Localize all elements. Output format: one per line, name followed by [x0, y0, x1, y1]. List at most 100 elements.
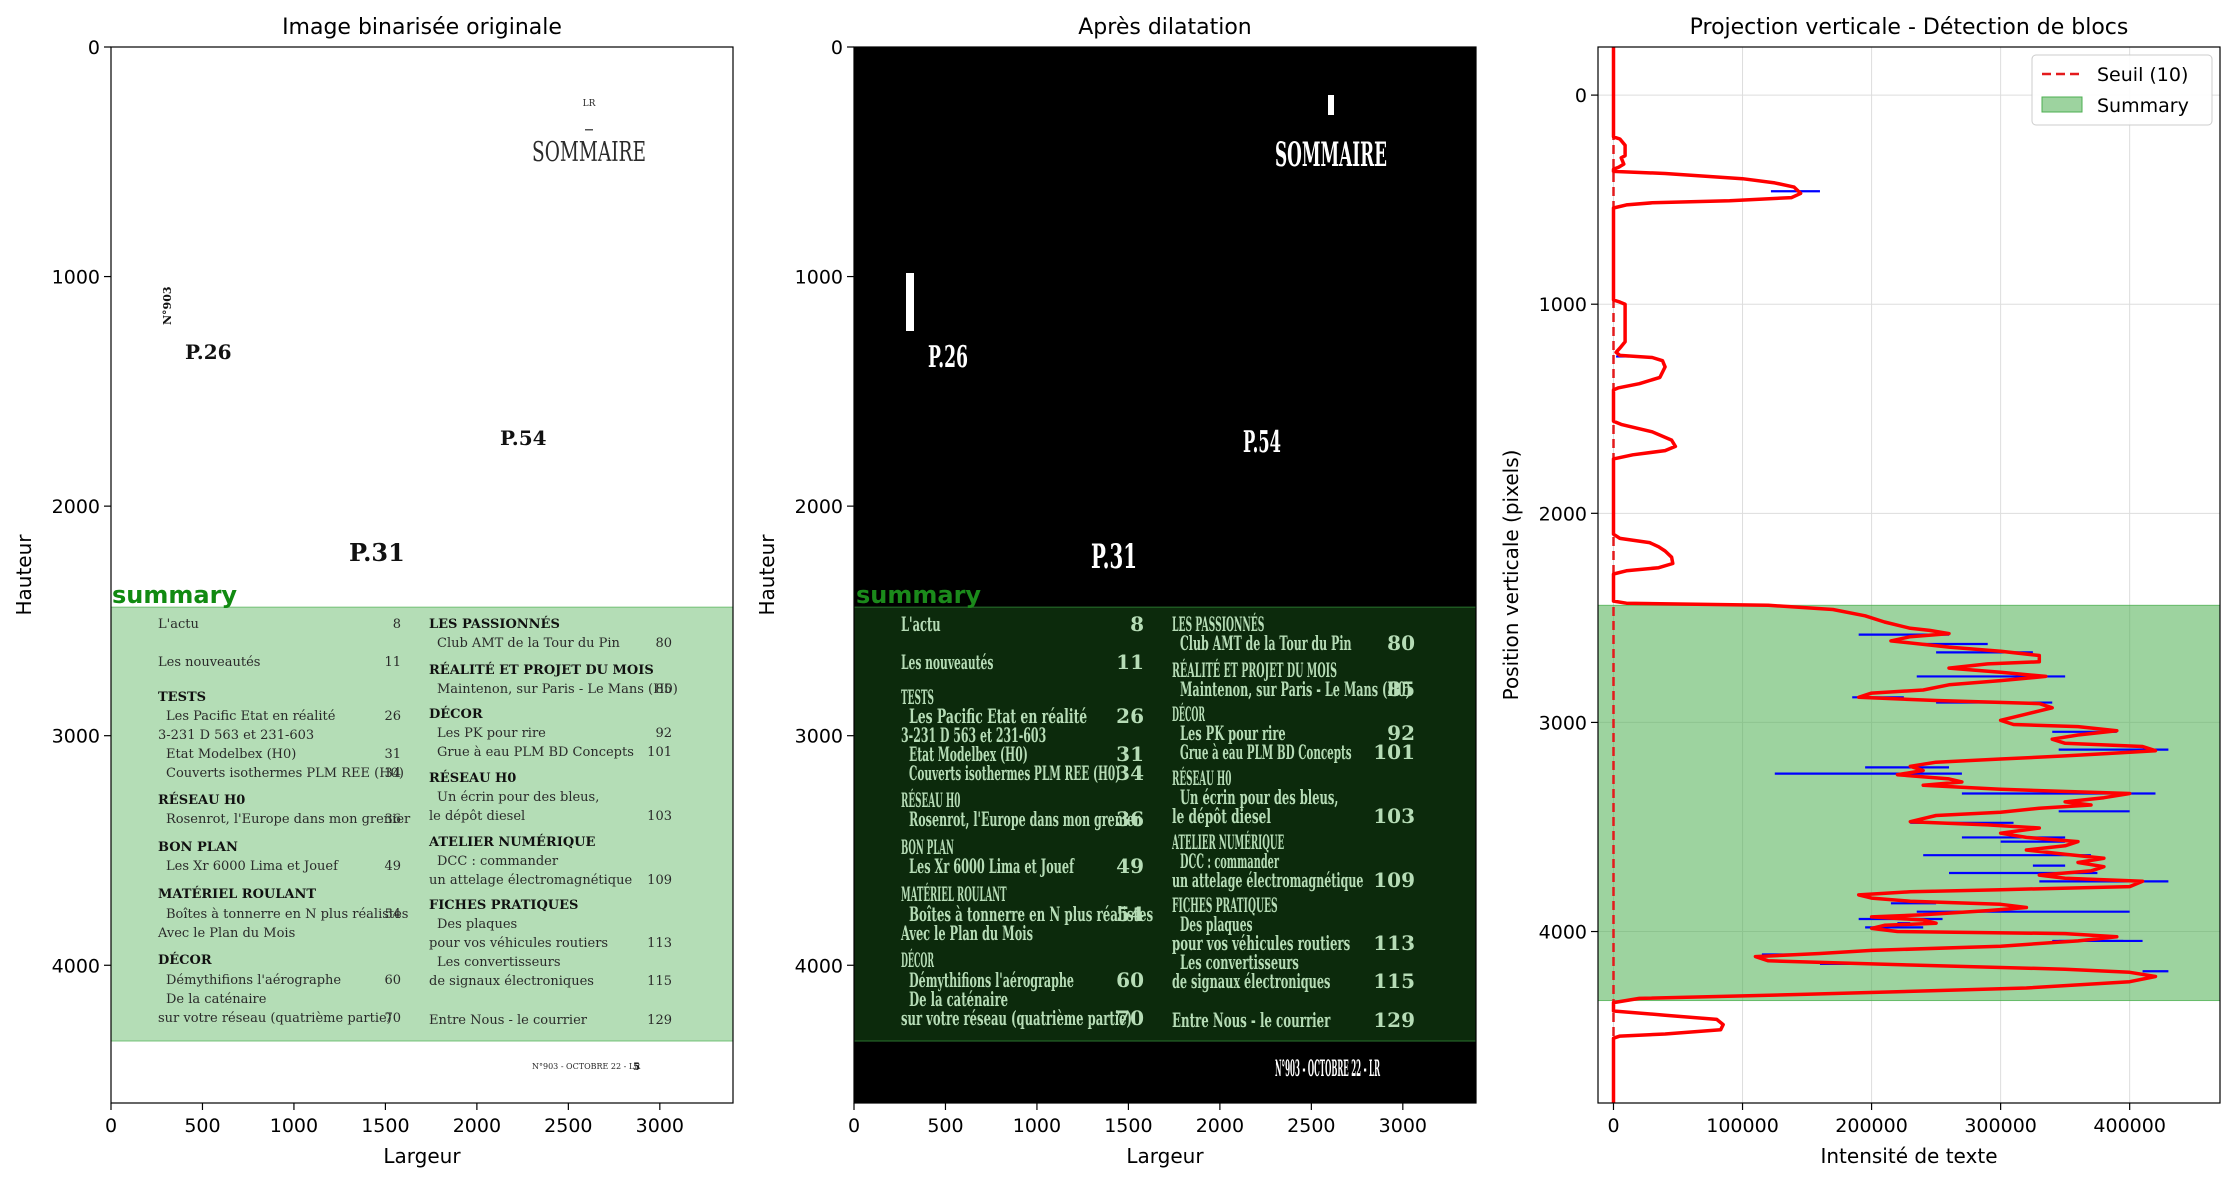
toc-entry: MATÉRIEL ROULANT: [901, 882, 1007, 906]
toc-page: 129: [647, 1013, 672, 1028]
toc-entry: Club AMT de la Tour du Pin: [437, 636, 621, 651]
x-tick-label: 1000: [270, 1115, 318, 1137]
toc-entry: Les Xr 6000 Lima et Jouef: [166, 859, 339, 874]
y-tick-label: 0: [831, 37, 843, 59]
y-tick-label: 0: [88, 37, 100, 59]
toc-entry: Etat Modelbex (H0): [166, 747, 296, 762]
toc-page: 8: [393, 617, 401, 632]
toc-entry: Rosenrot, l'Europe dans mon grenier: [166, 812, 411, 827]
toc-entry: RÉALITÉ ET PROJET DU MOIS: [429, 662, 654, 678]
toc-entry: Maintenon, sur Paris - Le Mans (H0): [1180, 677, 1411, 701]
doc-heading: SOMMAIRE: [532, 137, 646, 168]
toc-lines: L'actu 8 Les nouveautés 11 TESTS Les Pacific …: [157, 616, 678, 1028]
doc-footer: N°903 - OCTOBRE 22 - LR: [532, 1062, 641, 1071]
dilated-page-ref: P.26: [928, 340, 968, 375]
toc-entry: Les nouveautés: [901, 650, 993, 674]
y-axis-label: Hauteur: [755, 534, 779, 616]
legend-region-label: Summary: [2097, 95, 2189, 117]
y-tick-label: 0: [1575, 85, 1587, 107]
x-tick-label: 2000: [1196, 1115, 1244, 1137]
toc-entry: de signaux électroniques: [1172, 969, 1330, 993]
toc-entry: Les nouveautés: [158, 655, 260, 670]
toc-entry: 3-231 D 563 et 231-603: [158, 728, 314, 743]
toc-entry: Les PK pour rire: [437, 726, 546, 741]
y-tick-label: 1000: [1539, 294, 1587, 316]
toc-page: 113: [647, 936, 672, 951]
toc-page: 31: [1116, 742, 1144, 766]
toc-page: 54: [384, 907, 401, 922]
y-tick-label: 1000: [52, 267, 100, 289]
y-tick-label: 2000: [795, 496, 843, 518]
legend-threshold-label: Seuil (10): [2097, 64, 2188, 86]
axes-frame: [1597, 46, 2221, 1104]
toc-page: 31: [384, 747, 401, 762]
toc-page: 34: [384, 766, 401, 781]
toc-page: 70: [1116, 1006, 1144, 1030]
toc-page: 80: [1387, 631, 1415, 655]
toc-entry: BON PLAN: [901, 835, 954, 859]
toc-entry: de signaux électroniques: [429, 974, 594, 989]
toc-page: 115: [1373, 969, 1415, 993]
toc-entry: De la caténaire: [166, 992, 267, 1007]
x-axis-label: Largeur: [383, 1144, 461, 1168]
toc-entry: Avec le Plan du Mois: [900, 921, 1033, 945]
toc-page: 8: [1130, 612, 1144, 636]
toc-page: 11: [1116, 650, 1144, 674]
toc-entry: RÉALITÉ ET PROJET DU MOIS: [1172, 658, 1337, 682]
x-tick-label: 1000: [1013, 1115, 1061, 1137]
image-background: [111, 47, 733, 1103]
toc-page: 49: [384, 859, 401, 874]
toc-entry: TESTS: [901, 685, 934, 709]
toc-entry: DÉCOR: [901, 948, 934, 972]
y-tick-label: 1000: [795, 267, 843, 289]
toc-page: 101: [1373, 740, 1415, 764]
y-tick-label: 4000: [1539, 922, 1587, 944]
toc-entry: Des plaques: [437, 917, 517, 932]
toc-page: 92: [655, 726, 672, 741]
x-tick-label: 400000: [2093, 1115, 2166, 1137]
toc-entry: DÉCOR: [158, 952, 212, 968]
toc-entry: Avec le Plan du Mois: [157, 926, 295, 941]
toc-entry: le dépôt diesel: [1172, 804, 1271, 828]
image-background: [854, 47, 1476, 1103]
toc-page: 109: [1373, 868, 1415, 892]
toc-entry: DÉCOR: [429, 706, 483, 722]
dilated-page-ref: P.31: [1091, 537, 1137, 577]
x-tick-label: 2000: [453, 1115, 501, 1137]
toc-entry: RÉSEAU H0: [1172, 766, 1231, 790]
x-tick-label: 500: [927, 1115, 963, 1137]
toc-entry: TESTS: [158, 690, 206, 705]
doc-issue: N°903: [161, 286, 174, 325]
toc-entry: Un écrin pour des bleus,: [437, 790, 599, 805]
toc-entry: L'actu: [158, 617, 199, 632]
toc-entry: DCC : commander: [1180, 849, 1279, 873]
toc-page: 36: [1116, 807, 1144, 831]
toc-page: 60: [384, 973, 401, 988]
toc-page: 92: [1387, 721, 1415, 745]
toc-page: 85: [1387, 677, 1415, 701]
toc-entry: FICHES PRATIQUES: [1172, 893, 1278, 917]
summary-region: [1597, 604, 2221, 1002]
toc-page: 80: [655, 636, 672, 651]
toc-entry: Les convertisseurs: [437, 955, 561, 970]
doc-page-ref: P.26: [185, 340, 232, 364]
y-tick-label: 4000: [52, 955, 100, 977]
toc-entry: 3-231 D 563 et 231-603: [901, 723, 1046, 747]
toc-entry: BON PLAN: [158, 840, 238, 855]
panel-title: Image binarisée originale: [282, 15, 562, 40]
toc-entry: L'actu: [901, 612, 941, 636]
summary-region-label: summary: [856, 581, 981, 609]
toc-entry: Etat Modelbex (H0): [909, 742, 1028, 766]
y-tick-label: 2000: [1539, 503, 1587, 525]
toc-entry: Boîtes à tonnerre en N plus réalistes: [909, 902, 1153, 926]
toc-page: 129: [1373, 1008, 1415, 1032]
x-tick-label: 500: [184, 1115, 220, 1137]
y-tick-label: 2000: [52, 496, 100, 518]
x-tick-label: 3000: [636, 1115, 684, 1137]
axes-frame: [110, 46, 734, 1104]
toc-entry: Les Pacific Etat en réalité: [166, 709, 336, 724]
toc-entry: pour vos véhicules routiers: [1172, 931, 1350, 955]
toc-page: 34: [1116, 761, 1144, 785]
